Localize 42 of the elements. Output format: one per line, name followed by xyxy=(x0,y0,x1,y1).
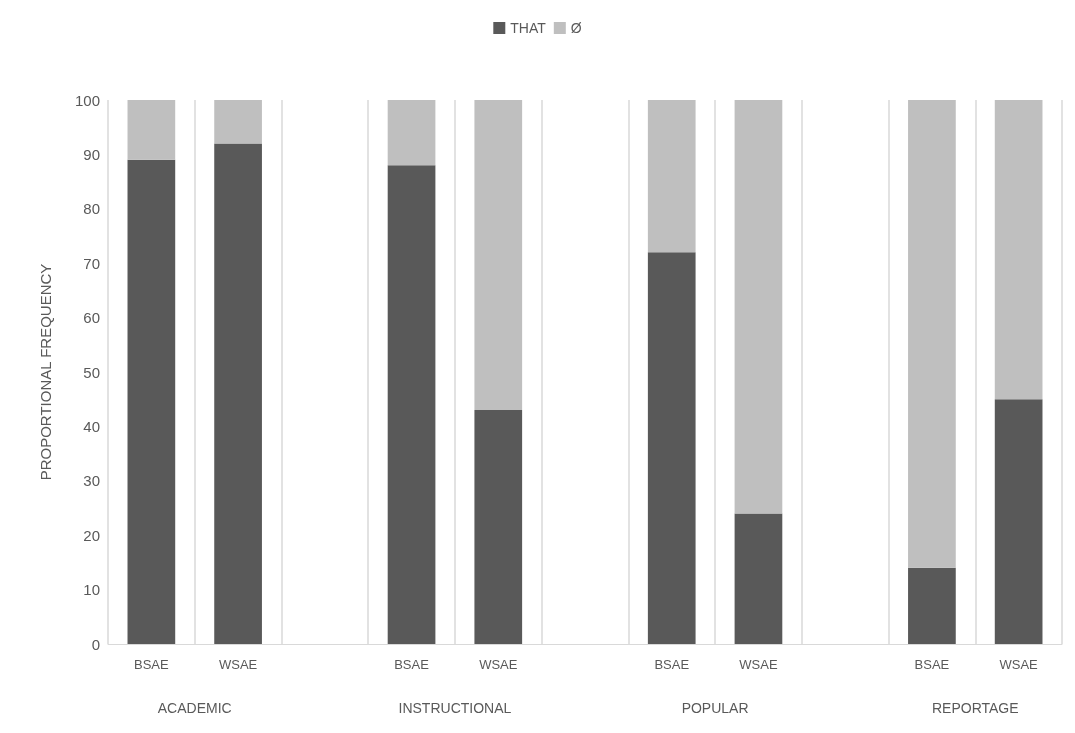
text: INSTRUCTIONAL xyxy=(398,700,512,716)
x-tick-label: BSAE xyxy=(654,657,690,672)
legend-label: THAT xyxy=(510,20,547,36)
y-tick-label: 20 xyxy=(83,526,100,544)
text: POPULAR xyxy=(681,700,749,716)
y-tick-label: 10 xyxy=(83,581,100,599)
x-tick-label: BSAE xyxy=(914,657,950,672)
y-tick-label: 50 xyxy=(83,363,100,381)
y-axis-title: PROPORTIONAL FREQUENCY xyxy=(37,263,54,481)
bar xyxy=(127,100,176,160)
bar xyxy=(994,100,1043,400)
y-tick-label: 30 xyxy=(83,472,100,490)
bar xyxy=(734,100,783,514)
legend-label: Ø xyxy=(570,20,582,36)
text: ACADEMIC xyxy=(157,700,232,716)
bar xyxy=(734,513,783,644)
bar xyxy=(127,159,176,644)
text: REPORTAGE xyxy=(931,700,1019,716)
bar xyxy=(474,100,523,411)
y-tick-label: 40 xyxy=(83,417,100,435)
x-tick-label: BSAE xyxy=(394,657,430,672)
bar xyxy=(387,100,436,166)
x-tick-label: WSAE xyxy=(479,657,518,672)
bar xyxy=(994,399,1043,644)
bar xyxy=(647,100,696,253)
x-tick-label: WSAE xyxy=(999,657,1039,672)
y-tick-label: 100 xyxy=(74,91,100,109)
y-tick-label: 80 xyxy=(83,200,100,218)
bar xyxy=(908,567,956,644)
bar xyxy=(474,410,523,644)
x-tick-label: WSAE xyxy=(218,657,258,672)
bar xyxy=(908,100,956,568)
x-tick-label: BSAE xyxy=(134,657,170,672)
y-tick-label: 90 xyxy=(83,145,100,163)
bar xyxy=(647,252,696,644)
y-tick-label: 60 xyxy=(83,309,100,327)
bar xyxy=(214,143,262,644)
x-tick-label: WSAE xyxy=(739,657,778,672)
y-tick-label: 0 xyxy=(91,635,100,653)
bar xyxy=(387,165,436,644)
y-tick-label: 70 xyxy=(83,254,100,272)
bar xyxy=(214,100,262,144)
